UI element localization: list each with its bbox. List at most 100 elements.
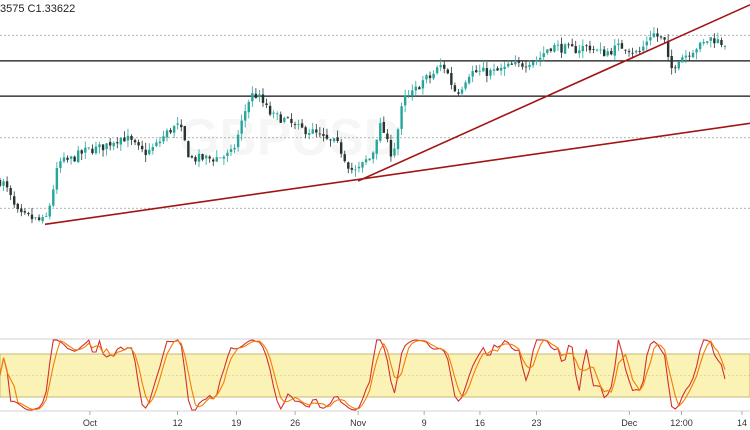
candle [457,89,460,97]
candle [180,119,183,132]
candle-body [634,50,638,53]
candle-body [528,64,531,68]
candle-body [510,63,513,65]
candle [87,147,91,150]
candle [265,98,268,109]
candle-body [688,55,691,57]
candle-body [656,33,659,37]
candle-body [435,67,439,74]
candle-body [332,138,336,142]
candle-body [531,61,535,66]
candle [428,71,432,84]
candle [670,49,673,75]
candle-body [201,154,204,160]
candle-body [418,87,421,90]
candle [101,144,105,157]
oscillator-lines [0,338,726,411]
candle [389,134,393,162]
candle-body [251,93,254,102]
candle-body [592,49,595,50]
candle [247,99,250,119]
candle [514,55,517,67]
candle-body [119,138,123,145]
candle [521,60,524,70]
candle [229,144,233,157]
candle [531,60,535,68]
candle-body [293,124,297,125]
candle [379,117,382,144]
candle [258,89,261,103]
candle-body [190,156,194,158]
candle [283,116,286,124]
candle-body [226,152,229,157]
candle [322,127,325,142]
candle [272,110,275,119]
candle [599,42,602,54]
candle [403,89,407,113]
candle [446,68,449,75]
candle [691,50,695,58]
candle [620,39,624,49]
candle [371,151,375,164]
candle [386,129,389,143]
candle-body [137,142,140,146]
candle-body [663,37,666,40]
candle [400,102,403,135]
candle-body [425,75,428,80]
x-tick-label: 23 [531,418,541,428]
candle [393,142,396,158]
candle [52,185,55,208]
candle-body [492,69,496,71]
candle-body [272,112,275,114]
candle [16,202,19,213]
candle-body [155,142,158,146]
candle-body [670,55,673,69]
candle-body [254,93,258,98]
x-tick-label: 12 [173,418,183,428]
candle [563,43,567,55]
candle-body [524,66,528,68]
candle [610,47,613,56]
candle [450,66,453,90]
candle [332,137,336,144]
candle-body [307,133,311,135]
candle-body [538,57,542,60]
candle-body [148,149,151,155]
candle-body [297,123,300,125]
candle-body [382,122,386,133]
candle [55,161,59,194]
candle [666,34,670,62]
candle [453,82,457,93]
candle [325,128,329,141]
candle-body [197,153,201,162]
candle [567,42,570,49]
candle-body [684,55,688,58]
candle [169,127,172,135]
candle [418,85,421,90]
candle [112,141,115,151]
candle-body [638,51,641,52]
candle [713,33,716,49]
candle-body [457,92,460,94]
candle-body [76,150,80,163]
candle [0,177,2,188]
candle [261,88,265,107]
candle [478,64,481,76]
candle-body [73,156,76,162]
candle [2,179,5,192]
candle [695,48,698,60]
candle-body [350,167,354,170]
candle [578,44,581,59]
candle-body [379,123,382,141]
candle-body [144,149,147,156]
x-tick-label: 26 [290,418,300,428]
candle [300,119,304,129]
candle [84,141,87,159]
candle-body [698,42,702,50]
candle [297,119,300,130]
candle [286,116,290,119]
candle-body [183,126,187,141]
candle [244,104,247,128]
candle [126,128,130,148]
